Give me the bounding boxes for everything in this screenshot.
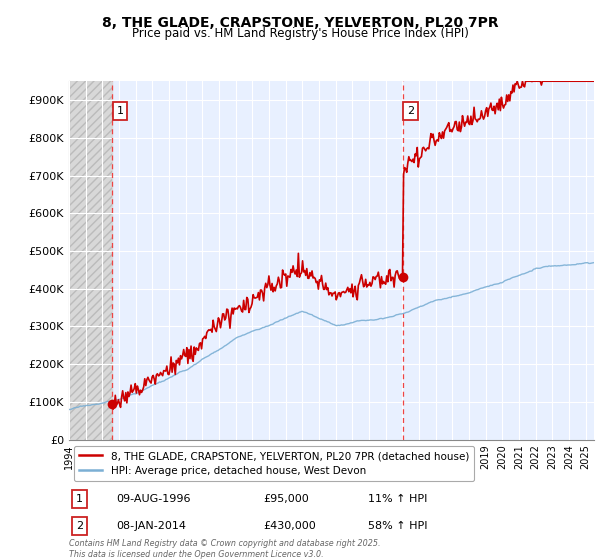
Text: £430,000: £430,000 xyxy=(263,521,316,531)
Bar xyxy=(69,81,112,440)
Text: 11% ↑ HPI: 11% ↑ HPI xyxy=(368,494,428,504)
Bar xyxy=(69,81,112,440)
Text: 8, THE GLADE, CRAPSTONE, YELVERTON, PL20 7PR: 8, THE GLADE, CRAPSTONE, YELVERTON, PL20… xyxy=(101,16,499,30)
Text: £95,000: £95,000 xyxy=(263,494,309,504)
Text: 1: 1 xyxy=(116,106,124,116)
Text: 2: 2 xyxy=(76,521,83,531)
Text: 58% ↑ HPI: 58% ↑ HPI xyxy=(368,521,428,531)
Text: 1: 1 xyxy=(76,494,83,504)
Text: Price paid vs. HM Land Registry's House Price Index (HPI): Price paid vs. HM Land Registry's House … xyxy=(131,27,469,40)
Text: 09-AUG-1996: 09-AUG-1996 xyxy=(116,494,191,504)
Text: 08-JAN-2014: 08-JAN-2014 xyxy=(116,521,186,531)
Text: 2: 2 xyxy=(407,106,414,116)
Text: Contains HM Land Registry data © Crown copyright and database right 2025.
This d: Contains HM Land Registry data © Crown c… xyxy=(69,539,380,559)
Legend: 8, THE GLADE, CRAPSTONE, YELVERTON, PL20 7PR (detached house), HPI: Average pric: 8, THE GLADE, CRAPSTONE, YELVERTON, PL20… xyxy=(74,446,474,481)
